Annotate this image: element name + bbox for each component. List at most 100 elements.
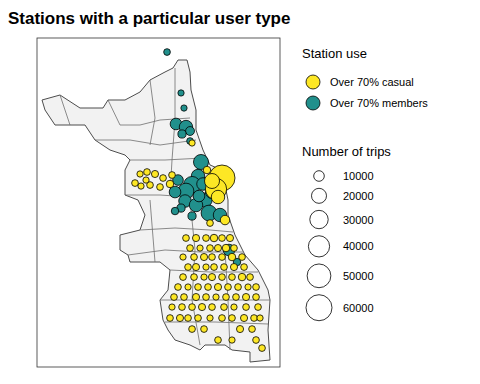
area-boundary [150, 200, 155, 262]
station [189, 140, 195, 146]
size-legend-circle [311, 188, 326, 203]
station [253, 337, 260, 344]
station [214, 283, 221, 290]
station [167, 315, 174, 322]
station [238, 273, 246, 281]
station [203, 166, 211, 174]
station [180, 254, 186, 260]
station [247, 274, 254, 281]
station [198, 303, 205, 310]
station [132, 180, 139, 187]
station [242, 293, 249, 300]
station [211, 190, 224, 203]
station [225, 284, 232, 291]
station [245, 284, 251, 290]
station [211, 264, 218, 271]
city-outline [42, 60, 270, 362]
station [143, 177, 149, 183]
station [181, 294, 188, 301]
station [233, 294, 240, 301]
station [178, 130, 186, 138]
size-legend-title: Number of trips [302, 144, 391, 159]
station [195, 284, 202, 291]
size-legend-label: 60000 [343, 302, 374, 314]
stations [132, 49, 266, 352]
station [243, 304, 250, 311]
station [151, 170, 158, 177]
station [219, 254, 226, 261]
size-legend-label: 20000 [343, 190, 374, 202]
station [253, 294, 260, 301]
station [221, 264, 228, 271]
size-legend-label: 40000 [343, 240, 374, 252]
station [239, 254, 246, 261]
station [187, 245, 194, 252]
station [214, 244, 221, 251]
area-boundary [190, 200, 200, 345]
station [189, 326, 196, 333]
station [185, 264, 192, 271]
station [195, 315, 202, 322]
station [191, 274, 198, 281]
station [208, 274, 215, 281]
size-legend-label: 50000 [343, 270, 374, 282]
station [241, 264, 248, 271]
station [189, 304, 196, 311]
station [253, 284, 260, 291]
area-boundary [165, 322, 268, 324]
area-boundary [140, 228, 233, 232]
title: Stations with a particular user type [8, 9, 290, 28]
map-frame [37, 38, 280, 367]
size-legend-circle [308, 236, 329, 257]
station [219, 235, 226, 242]
station [192, 263, 199, 270]
station [197, 245, 203, 251]
basemap [42, 60, 270, 362]
station [222, 244, 230, 252]
station [235, 284, 242, 291]
area-boundary [130, 158, 203, 160]
station [178, 90, 184, 96]
station [231, 304, 237, 310]
station [219, 274, 226, 281]
station [219, 315, 226, 322]
station [137, 171, 143, 177]
station [226, 234, 233, 241]
station [213, 294, 219, 300]
station [205, 284, 212, 291]
station [188, 212, 196, 220]
station [259, 345, 266, 352]
station [193, 190, 205, 202]
station [144, 169, 151, 176]
size-legend-circle [306, 295, 332, 321]
station [207, 245, 214, 252]
station [257, 315, 263, 321]
station [171, 207, 179, 215]
station [205, 173, 220, 188]
station [192, 293, 199, 300]
station [201, 326, 208, 333]
station [207, 315, 213, 321]
station [251, 315, 258, 322]
station [236, 325, 243, 332]
station [203, 235, 210, 242]
station [203, 294, 210, 301]
station [185, 284, 191, 290]
legend-swatch [306, 75, 320, 89]
station [160, 175, 167, 182]
station [176, 314, 183, 321]
station [181, 105, 187, 111]
station [175, 284, 182, 291]
station [192, 234, 199, 241]
station [220, 215, 229, 224]
station [231, 245, 238, 252]
station [138, 183, 144, 189]
station [171, 294, 178, 301]
station [183, 235, 190, 242]
station [169, 304, 175, 310]
size-legend-label: 10000 [343, 170, 374, 182]
station [210, 234, 218, 242]
station [169, 172, 176, 179]
station [209, 304, 216, 311]
station [221, 304, 228, 311]
